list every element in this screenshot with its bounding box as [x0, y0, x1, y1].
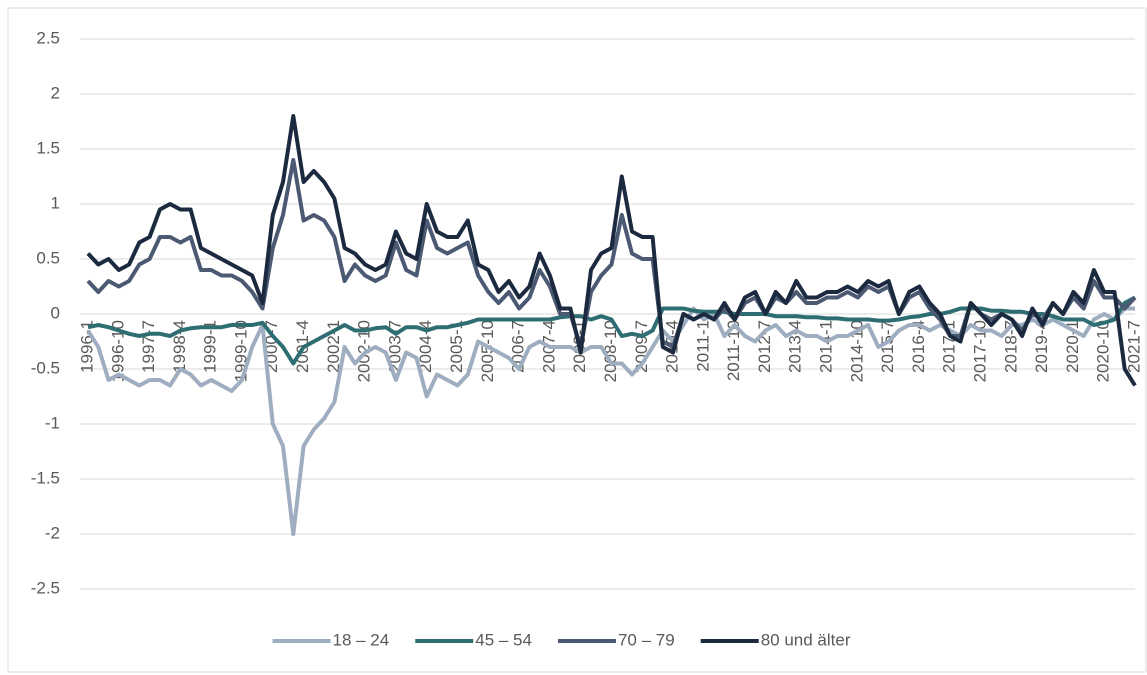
legend-label: 18 – 24: [333, 630, 390, 649]
x-tick-label: 1999-10: [231, 320, 250, 382]
x-tick-label: 2019-4: [1032, 320, 1051, 373]
y-tick-label: 0: [51, 303, 60, 322]
x-tick-label: 2011-1: [693, 320, 712, 372]
y-tick-label: -1: [45, 413, 60, 432]
x-tick-label: 2012-7: [755, 320, 774, 373]
data-line: [86, 114, 1137, 387]
y-tick-label: 1.5: [36, 138, 60, 157]
x-tick-label: 1996-10: [108, 320, 127, 382]
x-tick-label: 1999-1: [201, 320, 220, 373]
legend: 18 – 24 45 – 54 70 – 79 80 und älter: [272, 630, 851, 649]
legend-label: 70 – 79: [618, 630, 675, 649]
x-tick-label: 1997-7: [139, 320, 158, 373]
y-tick-label: -0.5: [31, 358, 60, 377]
x-tick-label: 2013-4: [786, 320, 805, 373]
x-tick-label: 2020-10: [1094, 320, 1113, 382]
y-tick-label: -2: [45, 523, 60, 542]
data-line: [87, 295, 1136, 366]
y-tick-label: 2.5: [36, 28, 60, 47]
x-tick-label: 2011-10: [724, 320, 743, 381]
x-tick-label: 2005-1: [447, 320, 466, 373]
x-tick-label: 2014-1: [817, 320, 836, 373]
legend-label: 80 und älter: [761, 630, 851, 649]
x-tick-label: 2016-4: [909, 320, 928, 373]
x-tick-label: 2004-4: [416, 320, 435, 373]
y-tick-label: 0.5: [36, 248, 60, 267]
x-tick-label: 2017-10: [971, 320, 990, 382]
y-tick-label: -1.5: [31, 468, 60, 487]
x-tick-label: 2005-10: [478, 320, 497, 382]
x-tick-label: 2021-7: [1124, 320, 1143, 373]
y-tick-label: 1: [51, 193, 60, 212]
y-tick-label: 2: [51, 83, 60, 102]
legend-label: 45 – 54: [475, 630, 532, 649]
x-tick-label: 2008-10: [601, 320, 620, 382]
x-tick-label: 2015-7: [878, 320, 897, 373]
y-tick-label: -2.5: [31, 578, 60, 597]
